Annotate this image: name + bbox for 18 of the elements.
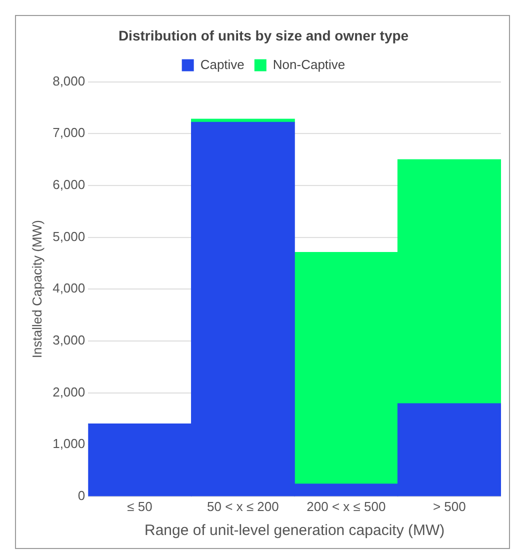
- legend-label: Non-Captive: [272, 56, 346, 72]
- y-tick-label: 5,000: [52, 228, 86, 244]
- x-axis-title: Range of unit-level generation capacity (MW): [144, 522, 445, 540]
- y-tick-label: 1,000: [52, 436, 86, 452]
- chart-title: Distribution of units by size and owner type: [118, 27, 409, 44]
- x-tick-label: > 500: [432, 498, 466, 514]
- y-tick-label: 2,000: [52, 384, 86, 400]
- y-tick-label: 4,000: [52, 280, 86, 296]
- y-tick-label: 6,000: [52, 177, 86, 192]
- x-tick-label: ≤ 50: [127, 498, 152, 514]
- legend-label: Captive: [200, 56, 244, 72]
- y-tick-label: 3,000: [52, 332, 86, 348]
- x-tick-label: 200 < x ≤ 500: [306, 498, 386, 514]
- y-tick-label: 8,000: [52, 73, 86, 88]
- x-tick-label: 50 < x ≤ 200: [207, 498, 279, 514]
- y-axis-title: Installed Capacity (MW): [29, 220, 44, 358]
- y-tick-label: 0: [78, 488, 86, 503]
- y-tick-label: 7,000: [52, 125, 86, 140]
